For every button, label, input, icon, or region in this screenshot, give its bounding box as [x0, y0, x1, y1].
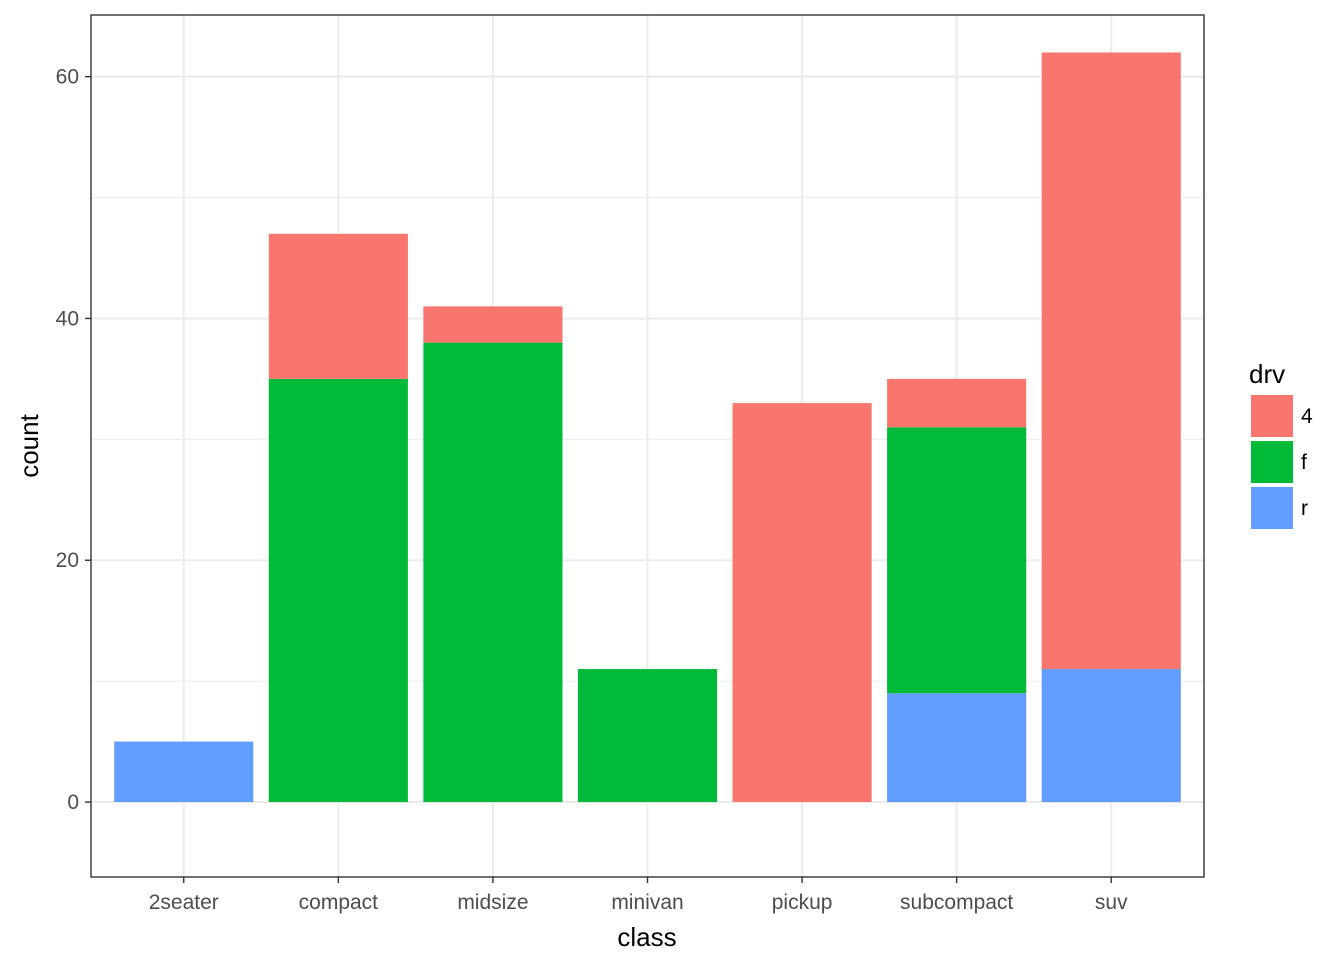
legend: drv 4 fr	[1249, 359, 1313, 529]
y-axis-title: count	[14, 413, 44, 477]
bar-2seater-r	[114, 741, 254, 803]
bar-suv-4	[1041, 52, 1181, 670]
x-tick-label-minivan: minivan	[611, 891, 683, 914]
x-tick-label-pickup: pickup	[772, 891, 833, 914]
bar-suv-r	[1041, 669, 1181, 803]
x-axis-title: class	[617, 922, 676, 952]
x-tick-label-2seater: 2seater	[149, 891, 219, 914]
legend-key-r	[1251, 487, 1293, 529]
x-axis: 2seater compact midsize minivan pickup subcom…	[149, 877, 1128, 914]
bar-minivan-f	[577, 669, 718, 803]
legend-label-r: r	[1301, 497, 1308, 520]
x-tick-label-subcompact: subcompact	[900, 891, 1013, 914]
legend-label-4: 4	[1301, 405, 1313, 428]
bar-midsize-4	[423, 306, 563, 343]
bar-subcompact-f	[887, 427, 1027, 694]
bar-compact-4	[268, 233, 408, 379]
x-tick-label-suv: suv	[1095, 891, 1128, 914]
bar-midsize-f	[423, 342, 563, 803]
x-tick-label-midsize: midsize	[457, 891, 528, 914]
legend-key-f	[1251, 441, 1293, 483]
bar-pickup-4	[732, 403, 872, 803]
y-tick-label: 0	[67, 791, 79, 814]
y-tick-label: 60	[56, 66, 79, 89]
bars	[114, 52, 1181, 803]
bar-subcompact-r	[887, 693, 1027, 803]
x-tick-label-compact: compact	[299, 891, 379, 914]
y-tick-label: 40	[56, 307, 79, 330]
y-tick-label: 20	[56, 549, 79, 572]
y-axis: 0 20 40 60	[56, 66, 91, 814]
bar-subcompact-4	[887, 378, 1027, 428]
legend-label-f: f	[1301, 451, 1307, 474]
bar-compact-f	[268, 378, 408, 803]
legend-title: drv	[1249, 359, 1285, 389]
legend-key-4	[1251, 395, 1293, 437]
